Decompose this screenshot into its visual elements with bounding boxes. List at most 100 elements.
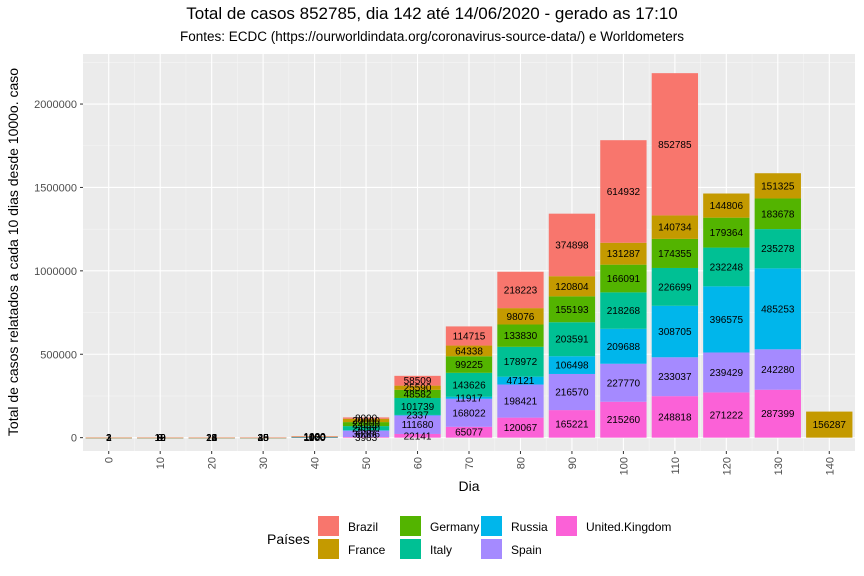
- bar-value-label: 143626: [452, 380, 486, 391]
- bar-segment: [548, 356, 596, 374]
- chart-title: Total de casos 852785, dia 142 até 14/06…: [186, 4, 678, 23]
- bar-segment: [651, 305, 699, 358]
- legend-label: Spain: [511, 543, 542, 557]
- bar-value-label: 852785: [658, 140, 692, 151]
- bar-value-label: 8: [157, 433, 163, 444]
- chart-subtitle: Fontes: ECDC (https://ourworldindata.org…: [180, 29, 684, 44]
- bar-segment: [600, 140, 647, 243]
- legend: Países Brazil France Germany Italy Russia Spa…: [267, 516, 671, 559]
- bar-value-label: 179364: [710, 228, 744, 239]
- bar-value-label: 485253: [761, 304, 795, 315]
- bar-segment: [651, 73, 699, 216]
- bar-value-label: 1000: [303, 432, 326, 443]
- bar-segment: [394, 385, 441, 390]
- bar-value-label: 24000: [352, 420, 380, 431]
- legend-swatch: [400, 539, 421, 559]
- bar-value-label: 396575: [710, 315, 744, 326]
- bar-value-label: 1: [106, 433, 112, 444]
- bar-value-label: 3: [106, 433, 112, 444]
- bar-value-label: 1: [106, 433, 112, 444]
- bar-segment: [651, 357, 699, 397]
- bar-value-label: 120804: [555, 282, 589, 293]
- bar-segment: [497, 346, 544, 377]
- bar-segment: [651, 267, 699, 306]
- y-tick-label: 1000000: [34, 266, 77, 278]
- bar-value-label: 133830: [504, 331, 538, 342]
- bar-segment: [651, 238, 699, 268]
- bar-value-label: 232248: [710, 262, 744, 273]
- bar-value-label: 215260: [607, 415, 641, 426]
- y-tick-label: 1500000: [34, 182, 77, 194]
- bar-value-label: 48582: [404, 389, 432, 400]
- bar-value-label: 1020: [303, 432, 326, 443]
- bar-value-label: 18: [155, 433, 167, 444]
- x-tick-label: 80: [515, 457, 527, 469]
- x-tick-label: 120: [721, 457, 733, 475]
- x-tick-label: 90: [567, 457, 579, 469]
- bar-segment: [497, 384, 544, 418]
- bar-value-label: 174355: [658, 249, 692, 260]
- x-tick-label: 30: [258, 457, 270, 469]
- bar-value-label: 287399: [761, 409, 795, 420]
- bar-segment: [342, 422, 390, 427]
- bar-value-label: 2: [106, 433, 112, 444]
- bar-value-label: 35: [258, 433, 270, 444]
- x-axis-label: Dia: [458, 478, 479, 494]
- bar-value-label: 45: [258, 433, 270, 444]
- bar-value-label: 25: [258, 433, 270, 444]
- bar-value-label: 120067: [504, 423, 538, 434]
- bar-segment: [754, 349, 801, 390]
- bar-segment: [445, 398, 493, 427]
- bar-segment: [445, 326, 493, 346]
- bar-segment: [342, 417, 390, 419]
- legend-label: Germany: [430, 520, 479, 534]
- x-tick-label: 110: [670, 457, 682, 475]
- bar-value-label: 216570: [555, 388, 589, 399]
- bar-segment: [703, 247, 750, 287]
- bar-segment: [703, 286, 750, 353]
- bar-value-label: 22: [206, 433, 218, 444]
- bar-value-label: 203591: [555, 335, 589, 346]
- bar-value-label: 64338: [455, 346, 483, 357]
- bar-segment: [394, 415, 441, 434]
- bar-value-label: 227770: [607, 378, 641, 389]
- bar-segment: [85, 437, 132, 439]
- y-axis: 0 500000 1000000 1500000 2000000: [34, 99, 83, 445]
- bar-value-label: 106498: [555, 361, 589, 372]
- bar-value-label: 614932: [607, 187, 641, 198]
- bar-value-label: 1: [106, 433, 112, 444]
- bar-value-label: 16: [206, 433, 218, 444]
- bar-value-label: 101739: [401, 402, 435, 413]
- bar-value-label: 166091: [607, 274, 641, 285]
- bar-segment: [342, 436, 390, 438]
- x-tick-label: 10: [155, 457, 167, 469]
- bar-segment: [754, 229, 801, 269]
- bar-value-label: 2337: [355, 426, 378, 437]
- bar-segment: [754, 198, 801, 230]
- bar-value-label: 20: [258, 433, 270, 444]
- bar-value-label: 24: [206, 433, 218, 444]
- legend-swatch: [400, 516, 421, 536]
- bar-value-label: 239429: [710, 368, 744, 379]
- bar-segment: [394, 397, 441, 415]
- bar-segment: [806, 411, 853, 438]
- bar-segment: [600, 242, 647, 265]
- bar-value-label: 242280: [761, 365, 795, 376]
- bar-value-label: 248818: [658, 412, 692, 423]
- legend-label: United.Kingdom: [586, 520, 671, 534]
- bar-segment: [394, 433, 441, 438]
- bar-segment: [342, 430, 390, 431]
- x-tick-label: 20: [207, 457, 219, 469]
- bar-segment: [651, 396, 699, 438]
- x-tick-label: 40: [310, 457, 322, 469]
- x-tick-label: 70: [464, 457, 476, 469]
- x-tick-label: 140: [824, 457, 836, 475]
- bar-value-label: 178972: [504, 357, 538, 368]
- bar-value-label: 10: [155, 433, 167, 444]
- bar-value-label: 198421: [504, 397, 538, 408]
- legend-label: Russia: [511, 520, 548, 534]
- x-axis: 0 10 20 30 40 50 60 70 80 90 100 110 120 130 140: [104, 451, 836, 475]
- bar-value-label: 38386: [352, 429, 380, 440]
